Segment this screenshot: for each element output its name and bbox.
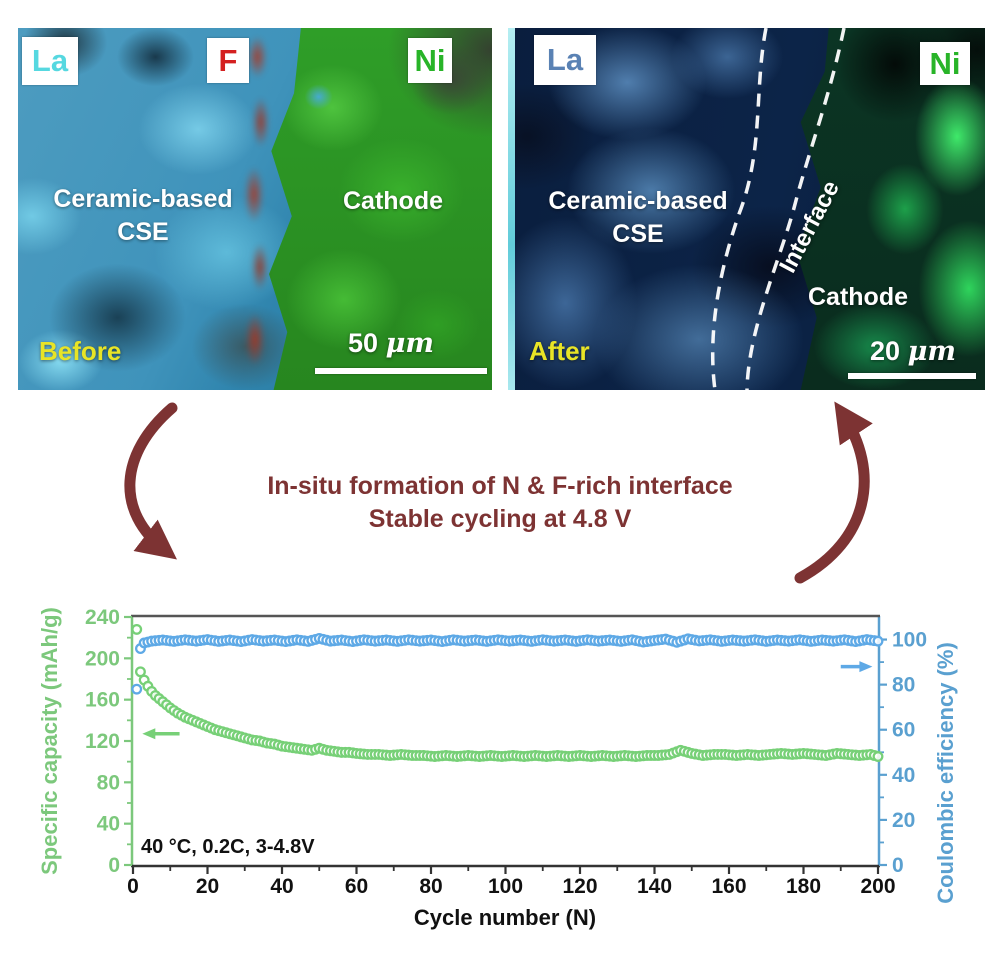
cathode-region-texture: [796, 28, 985, 390]
svg-text:200: 200: [860, 875, 895, 898]
svg-text:Coulombic efficiency (%): Coulombic efficiency (%): [933, 642, 958, 904]
element-tag-f: F: [207, 38, 249, 83]
claim-line-2: Stable cycling at 4.8 V: [368, 505, 632, 533]
element-tag-la: La: [534, 35, 596, 85]
cse-region-label-line2: CSE: [117, 217, 169, 246]
element-tag-la-label: La: [31, 43, 69, 78]
svg-text:60: 60: [892, 719, 915, 742]
svg-text:140: 140: [637, 875, 672, 898]
element-tag-f-label: F: [218, 42, 238, 78]
svg-text:40: 40: [270, 875, 293, 898]
up-curved-arrow: [794, 401, 873, 584]
svg-text:180: 180: [786, 875, 821, 898]
element-tag-ni: Ni: [408, 38, 452, 83]
svg-text:160: 160: [711, 875, 746, 898]
cycle-arrows-graphic: [124, 401, 873, 584]
svg-text:60: 60: [345, 875, 368, 898]
svg-text:80: 80: [419, 875, 442, 898]
svg-text:20: 20: [892, 809, 915, 832]
svg-text:0: 0: [108, 854, 120, 877]
cse-region-label-line1: Ceramic-based: [53, 185, 233, 213]
fluorine-signal-texture: [231, 28, 279, 390]
element-tag-la-label: La: [546, 42, 584, 77]
interface-dashed-boundary: [710, 28, 846, 390]
element-tag-ni-label: Ni: [414, 42, 446, 78]
scale-value: 50: [348, 328, 379, 358]
cathode-label: Cathode: [808, 283, 908, 311]
svg-text:0: 0: [892, 854, 904, 877]
cycling-performance-plot: 0 20 40 60 80 100 120 140 160 180 2000408012016020…: [37, 606, 958, 930]
svg-text:20: 20: [196, 875, 219, 898]
element-tag-la: La: [22, 37, 78, 85]
element-tag-ni: Ni: [920, 42, 970, 85]
svg-text:0: 0: [127, 875, 139, 898]
svg-text:80: 80: [892, 674, 915, 697]
svg-text:240: 240: [85, 606, 120, 629]
cse-region-label: Ceramic-based CSE: [38, 183, 248, 248]
svg-text:80: 80: [97, 771, 120, 794]
scale-text-50um: 50 μm: [348, 328, 434, 359]
scale-bar-50um: [315, 368, 487, 374]
svg-text:100: 100: [892, 629, 927, 652]
state-label-after: After: [529, 336, 590, 366]
scale-unit: μm: [385, 328, 434, 359]
svg-text:40: 40: [97, 813, 120, 836]
svg-text:200: 200: [85, 647, 120, 670]
before-panel-image: La F Ni Ceramic-based CSE Cathode Before…: [18, 28, 492, 390]
cse-region-label: Ceramic-based CSE: [533, 185, 743, 250]
svg-text:Specific capacity (mAh/g): Specific capacity (mAh/g): [37, 607, 62, 875]
scale-bar-20um: [848, 373, 976, 379]
cathode-region-texture: [269, 28, 492, 390]
svg-text:40 °C, 0.2C, 3-4.8V: 40 °C, 0.2C, 3-4.8V: [141, 836, 315, 858]
state-label-before: Before: [39, 336, 122, 366]
cse-region-label-line1: Ceramic-based: [548, 187, 728, 215]
cycling-performance-chart: 0 20 40 60 80 100 120 140 160 180 200 0 40 80 120 160 20…: [0, 595, 1000, 968]
svg-text:160: 160: [85, 689, 120, 712]
down-curved-arrow: [124, 402, 178, 560]
element-tag-ni-label: Ni: [929, 45, 961, 81]
scale-text-20um: 20 μm: [870, 336, 956, 367]
after-panel-image: La Ni Ceramic-based CSE Interface Cathod…: [508, 28, 985, 390]
claim-line-1: In-situ formation of N & F-rich interfac…: [267, 472, 733, 500]
svg-text:120: 120: [85, 730, 120, 753]
svg-text:100: 100: [488, 875, 523, 898]
scale-value: 20: [870, 336, 901, 366]
cse-region-label-line2: CSE: [612, 219, 664, 248]
svg-text:Cycle number (N): Cycle number (N): [414, 905, 596, 930]
panel-edge-strip: [508, 28, 515, 390]
svg-text:40: 40: [892, 764, 915, 787]
svg-text:120: 120: [562, 875, 597, 898]
scale-unit: μm: [907, 336, 956, 367]
cathode-label: Cathode: [343, 187, 443, 215]
